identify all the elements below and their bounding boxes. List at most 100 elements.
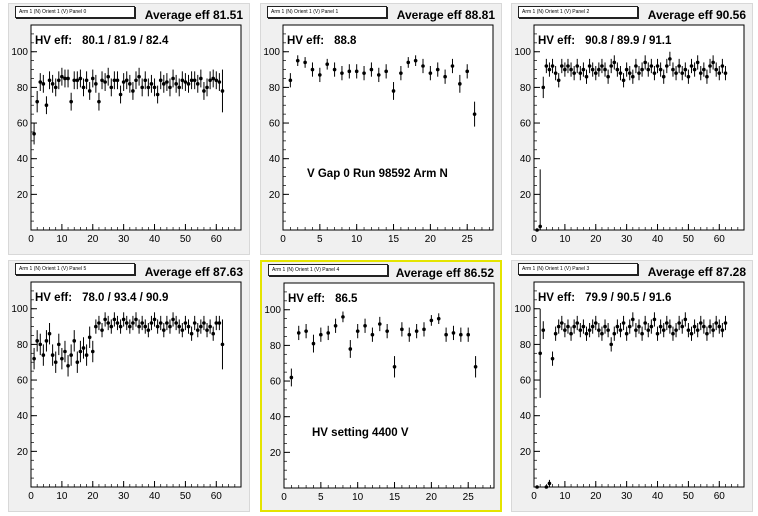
data-point [50,353,55,357]
x-tick-label: 20 [87,234,99,245]
data-point [303,60,307,65]
data-point [103,80,107,84]
y-tick-label: 20 [520,447,532,458]
data-point [593,321,598,325]
x-tick-label: 30 [621,234,633,245]
data-point [35,99,39,104]
data-point [134,78,138,83]
data-point [161,328,166,332]
data-point [75,360,80,365]
y-tick-label: 80 [17,83,29,94]
data-point [50,82,55,86]
data-point [44,103,49,108]
pad-panel-3[interactable]: Arm 1 (N) Orient 1 (V) Panel 3 Average e… [511,260,753,512]
data-point [195,328,200,332]
data-point [692,67,697,72]
data-point [183,80,188,84]
hv-values: 86.5 [335,293,358,305]
pad-panel-2[interactable]: Arm 1 (N) Orient 1 (V) Panel 2 Average e… [511,3,753,255]
hv-values: 88.8 [334,35,357,47]
data-point [41,82,46,86]
data-point [566,324,570,329]
data-point [708,64,712,68]
data-point [680,71,685,75]
data-point [606,74,610,79]
data-point [664,321,669,325]
pad-panel-1[interactable]: Arm 1 (N) Orient 1 (V) Panel 1 Average e… [260,3,502,255]
average-efficiency: Average eff 87.28 [647,265,746,279]
data-point [671,331,675,336]
y-tick-label: 100 [514,304,531,315]
data-point [214,78,219,83]
hv-label: HV eff: [35,292,73,304]
data-point [347,69,352,74]
x-tick-label: 0 [531,491,537,502]
data-point [559,64,564,68]
data-point [458,82,462,86]
y-tick-label: 60 [270,377,282,388]
data-point [180,78,185,83]
data-point [60,74,64,79]
data-point [47,331,52,336]
plot-frame: 0 5 10 15 20 25 20 40 60 80 100 [264,282,495,503]
data-point [652,317,657,322]
data-point [621,321,626,325]
y-tick-label: 100 [11,304,28,315]
x-tick-label: 5 [317,234,323,245]
data-point [544,64,549,68]
y-tick-label: 40 [520,154,532,165]
data-point [189,331,194,336]
plot-frame: 0 10 20 30 40 50 60 20 40 60 80 100 [514,281,745,502]
data-point [705,331,709,336]
pad-panel-4[interactable]: Arm 1 (N) Orient 1 (V) Panel 4 Average e… [260,260,502,512]
data-point [655,331,660,336]
data-point [541,328,546,332]
data-point [572,71,576,75]
data-point [624,67,629,72]
data-point [609,64,614,68]
data-point [674,328,678,332]
data-point [87,335,92,340]
x-tick-label: 20 [426,492,438,503]
data-point [559,321,564,325]
data-point [131,321,135,325]
data-point [664,64,669,68]
data-point [686,328,691,332]
data-point [295,58,300,63]
data-point [640,331,644,336]
data-point [597,328,601,332]
data-point [569,67,573,72]
data-point [705,74,709,79]
data-point [553,71,558,75]
pad-panel-0[interactable]: Arm 1 (N) Orient 1 (V) Panel 0 Average e… [8,3,250,255]
y-tick-label: 40 [269,154,281,165]
plot-frame: 0 10 20 30 40 50 60 20 40 60 80 100 [11,281,242,502]
data-point [140,321,144,325]
x-tick-label: 40 [652,491,664,502]
data-point [385,329,389,333]
data-point [318,73,322,77]
data-point [720,64,725,68]
x-tick-label: 40 [149,234,161,245]
hv-efficiency-label: HV eff: 88.8 [287,35,356,47]
data-point [547,481,552,486]
pad-panel-5[interactable]: Arm 1 (N) Orient 1 (V) Panel 5 Average e… [8,260,250,512]
data-point [348,347,353,351]
data-point [363,323,367,328]
data-point [689,64,694,68]
average-efficiency: Average eff 88.81 [396,8,495,22]
data-point [199,76,203,81]
data-point [128,324,132,329]
x-tick-label: 10 [56,491,68,502]
data-point [377,322,382,326]
y-tick-label: 40 [270,412,282,423]
x-tick-label: 50 [180,234,192,245]
data-point [428,71,433,75]
data-point [429,318,434,323]
data-point [78,349,83,354]
data-point [199,324,203,329]
data-point [84,353,89,357]
data-point [618,328,623,332]
hv-efficiency-label: HV eff: 78.0 / 93.4 / 90.9 [35,292,168,304]
data-point [578,328,583,332]
